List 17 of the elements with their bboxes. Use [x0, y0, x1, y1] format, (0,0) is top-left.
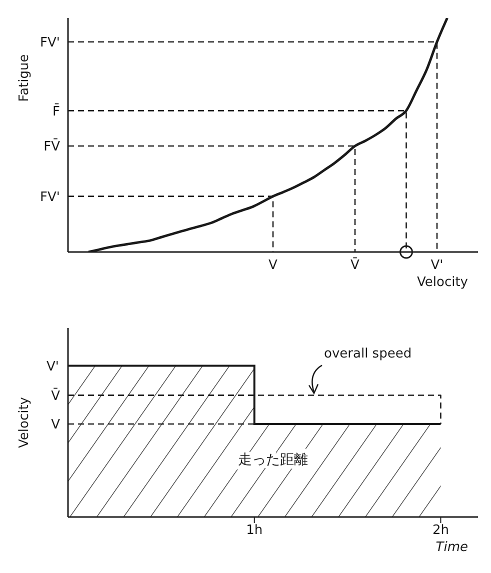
ref-line-label: FV': [40, 190, 60, 205]
x-tick-label: V': [430, 258, 444, 274]
y-axis-title: Fatigue: [17, 54, 32, 102]
ref-line-label: FV̄: [44, 138, 60, 155]
y-axis-title: Velocity: [17, 396, 32, 448]
ref-line-label: V̄: [51, 388, 60, 404]
x-tick-label: 1h: [246, 523, 263, 538]
annotation: overall speed: [324, 346, 412, 362]
x-tick-label: V̄: [350, 256, 360, 274]
x-axis-title: Time: [436, 540, 468, 555]
x-tick-label: 2h: [432, 523, 449, 538]
ref-line-label: F̄: [52, 102, 60, 120]
x-tick-label: V: [268, 258, 278, 274]
x-axis-title: Velocity: [417, 275, 468, 290]
annotation: V': [46, 359, 59, 374]
ref-line-label: FV': [40, 35, 60, 50]
ref-line-label: V: [51, 418, 60, 433]
